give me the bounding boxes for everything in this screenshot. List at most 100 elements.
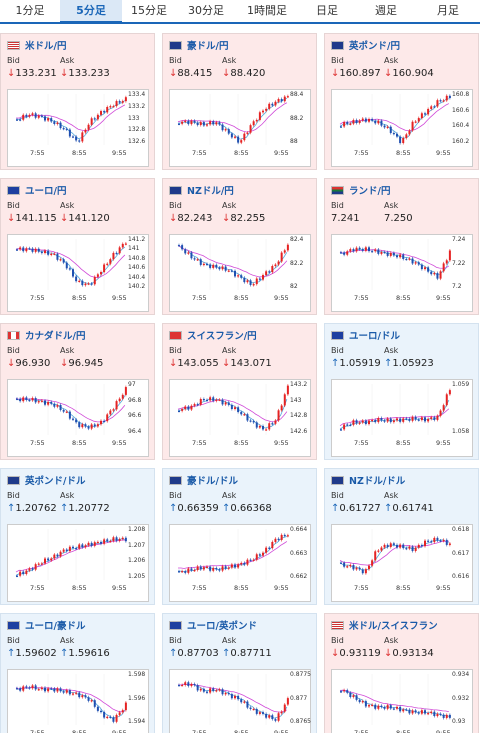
- currency-pair-link[interactable]: NZドル/円: [187, 186, 234, 197]
- rate-card[interactable]: NZドル/円 Bid Ask ↓82.243 ↓82.255 7:55 8:55 9…: [162, 178, 317, 315]
- candle: [280, 252, 283, 262]
- rate-card[interactable]: 豪ドル/ドル Bid Ask ↑0.66359 ↑0.66368 7:55 8:5…: [162, 468, 317, 605]
- mini-chart[interactable]: 7:55 8:55 9:55 1.598 1.596 1.594: [7, 669, 149, 733]
- candle: [392, 252, 395, 256]
- rate-card[interactable]: カナダドル/円 Bid Ask ↓96.930 ↓96.945 7:55 8:55…: [0, 323, 155, 460]
- x-tick-label: 7:55: [30, 149, 45, 157]
- mini-chart[interactable]: 7:55 8:55 9:55 160.8 160.6 160.4 160.2: [331, 89, 473, 167]
- candle: [283, 96, 286, 102]
- candle: [371, 251, 374, 253]
- candle: [380, 547, 383, 551]
- mini-chart[interactable]: 7:55 8:55 9:55 141.2 141 140.8 140.6 140.4 140.2: [7, 234, 149, 312]
- moving-average-long: [177, 683, 288, 713]
- tab-30min[interactable]: 30分足: [188, 4, 224, 17]
- candle: [280, 534, 283, 540]
- candle: [202, 263, 205, 266]
- candle: [25, 686, 28, 688]
- currency-pair-link[interactable]: ユーロ/豪ドル: [25, 621, 86, 632]
- currency-pair-link[interactable]: カナダドル/円: [25, 331, 86, 342]
- currency-pair-link[interactable]: ランド/円: [349, 186, 391, 197]
- currency-pair-link[interactable]: 米ドル/円: [25, 41, 67, 52]
- candlestick-chart: [339, 94, 451, 145]
- candle: [249, 707, 252, 709]
- candle: [374, 419, 377, 423]
- tab-monthly[interactable]: 月足: [437, 4, 459, 17]
- mini-chart[interactable]: 7:55 8:55 9:55 0.8775 0.877 0.8765: [169, 669, 311, 733]
- tab-1min[interactable]: 1分足: [15, 4, 45, 17]
- currency-pair-link[interactable]: NZドル/ドル: [349, 476, 406, 487]
- mini-chart[interactable]: 7:55 8:55 9:55 97 96.8 96.6 96.4: [7, 379, 149, 457]
- arrow-up-icon: ↑: [384, 503, 393, 514]
- rate-card[interactable]: ランド/円 Bid Ask 7.241 7.250 7:55 8:55 9:55 7.…: [324, 178, 479, 315]
- currency-pair-link[interactable]: 米ドル/スイスフラン: [349, 621, 438, 632]
- candle: [249, 125, 252, 133]
- tab-daily[interactable]: 日足: [316, 4, 338, 17]
- card-header: 豪ドル/円: [169, 39, 229, 52]
- candle: [433, 417, 436, 420]
- rate-card[interactable]: ユーロ/豪ドル Bid Ask ↑1.59602 ↑1.59616 7:55 8:…: [0, 613, 155, 733]
- currency-pair-link[interactable]: ユーロ/英ポンド: [187, 621, 257, 632]
- candle: [62, 259, 65, 263]
- mini-chart[interactable]: 7:55 8:55 9:55 88.4 88.2 88: [169, 89, 311, 167]
- rate-card[interactable]: 英ポンド/ドル Bid Ask ↑1.20762 ↑1.20772 7:55 8:…: [0, 468, 155, 605]
- candle: [414, 547, 417, 551]
- y-tick-label: 0.93: [452, 718, 466, 725]
- mini-chart[interactable]: 7:55 8:55 9:55 1.208 1.207 1.206 1.205: [7, 524, 149, 602]
- rate-card[interactable]: NZドル/ドル Bid Ask ↑0.61727 ↑0.61741 7:55 8:…: [324, 468, 479, 605]
- candle: [112, 252, 115, 260]
- candlestick-chart: [177, 384, 289, 435]
- tab-5min[interactable]: 5分足: [60, 0, 122, 24]
- rate-card[interactable]: 米ドル/円 Bid Ask ↓133.231 ↓133.233 7:55 8:55…: [0, 33, 155, 170]
- rate-card[interactable]: ユーロ/ドル Bid Ask ↑1.05919 ↑1.05923 7:55 8:5…: [324, 323, 479, 460]
- mini-chart[interactable]: 7:55 8:55 9:55 0.934 0.932 0.93: [331, 669, 473, 733]
- y-tick-label: 143: [290, 396, 302, 404]
- x-tick-label: 8:55: [396, 294, 411, 302]
- mini-chart[interactable]: 7:55 8:55 9:55 82.4 82.2 82: [169, 234, 311, 312]
- rate-card[interactable]: 豪ドル/円 Bid Ask ↓88.415 ↓88.420 7:55 8:55 9:…: [162, 33, 317, 170]
- rate-card[interactable]: 英ポンド/円 Bid Ask ↓160.897 ↓160.904 7:55 8:5…: [324, 33, 479, 170]
- candle: [277, 410, 280, 421]
- rate-card[interactable]: スイスフラン/円 Bid Ask ↓143.055 ↓143.071 7:55 8…: [162, 323, 317, 460]
- candle: [265, 547, 268, 553]
- rate-card[interactable]: ユーロ/円 Bid Ask ↓141.115 ↓141.120 7:55 8:55…: [0, 178, 155, 315]
- candle: [433, 537, 436, 543]
- candle: [396, 255, 398, 258]
- currency-pair-link[interactable]: 英ポンド/円: [349, 41, 400, 52]
- currency-pair-link[interactable]: 豪ドル/円: [187, 41, 229, 52]
- candle: [343, 122, 346, 127]
- rate-card[interactable]: 米ドル/スイスフラン Bid Ask ↓0.93119 ↓0.93134 7:5…: [324, 613, 479, 733]
- currency-pair-link[interactable]: 英ポンド/ドル: [25, 476, 86, 487]
- y-tick-label: 7.2: [452, 283, 462, 290]
- candle: [427, 267, 430, 272]
- candle: [212, 397, 215, 401]
- candle: [202, 567, 205, 570]
- mini-chart[interactable]: 7:55 8:55 9:55 0.618 0.617 0.616: [331, 524, 473, 602]
- bid-value: 96.930: [15, 358, 51, 369]
- mini-chart[interactable]: 7:55 8:55 9:55 7.24 7.22 7.2: [331, 234, 473, 312]
- candle: [178, 571, 180, 573]
- currency-pair-link[interactable]: スイスフラン/円: [187, 331, 257, 342]
- candle: [215, 567, 218, 570]
- flag-icon: [331, 185, 344, 195]
- y-tick-label: 0.664: [290, 526, 308, 533]
- currency-pair-link[interactable]: ユーロ/ドル: [349, 331, 400, 342]
- candle: [100, 111, 102, 115]
- tab-15min[interactable]: 15分足: [131, 4, 167, 17]
- candle: [255, 119, 258, 122]
- currency-pair-link[interactable]: 豪ドル/ドル: [187, 476, 238, 487]
- candle: [84, 545, 87, 548]
- candle: [439, 271, 442, 279]
- currency-pair-link[interactable]: ユーロ/円: [25, 186, 67, 197]
- mini-chart[interactable]: 7:55 8:55 9:55 1.059 1.058: [331, 379, 473, 457]
- tab-1hour[interactable]: 1時間足: [247, 4, 287, 17]
- y-tick-label: 1.207: [128, 541, 146, 549]
- candle: [227, 270, 230, 272]
- tab-weekly[interactable]: 週足: [375, 4, 397, 17]
- mini-chart[interactable]: 7:55 8:55 9:55 133.4 133.2 133 132.8 132.6: [7, 89, 149, 167]
- rate-card[interactable]: ユーロ/英ポンド Bid Ask ↑0.87703 ↑0.87711 7:55 8…: [162, 613, 317, 733]
- candle: [47, 558, 50, 561]
- mini-chart[interactable]: 7:55 8:55 9:55 143.2 143 142.8 142.6: [169, 379, 311, 457]
- candle: [430, 417, 433, 419]
- candle: [206, 124, 208, 126]
- mini-chart[interactable]: 7:55 8:55 9:55 0.664 0.663 0.662: [169, 524, 311, 602]
